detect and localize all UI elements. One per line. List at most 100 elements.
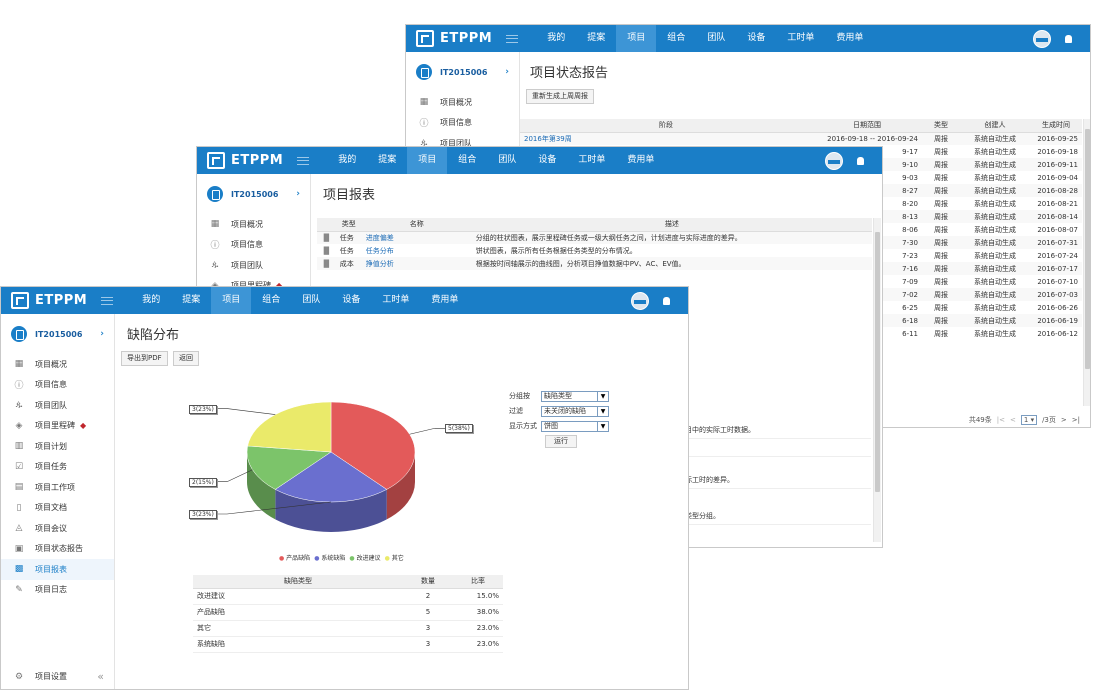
bell-icon[interactable] xyxy=(663,296,670,305)
export-pdf-button[interactable]: 导出到PDF xyxy=(121,351,168,366)
sidebar-item[interactable]: ◬ 项目会议 xyxy=(1,518,114,539)
nav-item[interactable]: 组合 xyxy=(458,155,477,165)
nav-item[interactable]: 工时单 xyxy=(382,295,410,305)
table-row[interactable]: 其它 3 23.0% xyxy=(193,620,503,636)
display-mode-select[interactable]: 饼图 xyxy=(541,421,609,432)
app-logo[interactable]: ETPPM xyxy=(197,147,283,174)
pie-slice-其它[interactable] xyxy=(247,401,332,453)
app-logo[interactable]: ETPPM xyxy=(406,25,492,52)
legend-item[interactable]: ● 系统缺陷 xyxy=(314,555,346,562)
nav-item[interactable]: 提案 xyxy=(587,33,606,43)
table-row[interactable]: 7-09 周报 系统自动生成 2016-07-10 xyxy=(520,275,1082,288)
column-header[interactable]: 缺陷类型 xyxy=(193,575,403,589)
nav-item[interactable]: 团队 xyxy=(707,33,726,43)
sidebar-item[interactable]: ▤ 项目工作项 xyxy=(14,482,75,493)
app-logo[interactable]: ETPPM xyxy=(1,287,87,314)
table-row[interactable]: 9-03 周报 系统自动生成 2016-09-04 xyxy=(520,171,1082,184)
nav-item[interactable]: 我的 xyxy=(142,295,161,305)
table-row[interactable]: 7-23 周报 系统自动生成 2016-07-24 xyxy=(520,249,1082,262)
menu-toggle-icon[interactable] xyxy=(101,296,114,305)
filter-select[interactable]: 未关闭的缺陷 xyxy=(541,406,609,417)
column-header[interactable]: 类型 xyxy=(922,119,960,133)
scroll-thumb[interactable] xyxy=(875,232,880,492)
sidebar-item[interactable]: ◈项目里程碑◆ xyxy=(1,416,114,437)
sidebar-item[interactable]: ▦ 项目概况 xyxy=(419,97,472,108)
nav-item[interactable]: 我的 xyxy=(547,33,566,43)
sidebar-item[interactable]: ▥ 项目计划 xyxy=(14,441,67,452)
nav-item[interactable]: 团队 xyxy=(302,295,321,305)
table-row[interactable]: 系统缺陷 3 23.0% xyxy=(193,636,503,652)
table-row[interactable]: ▐▌ 任务 进度偏差 分组的柱状图表，展示里程碑任务或一级大纲任务之间，计划进度与实际… xyxy=(317,231,872,244)
pie-slice-产品缺陷[interactable] xyxy=(330,401,416,490)
nav-item[interactable]: 费用单 xyxy=(627,155,655,165)
table-row[interactable]: 9-17 周报 系统自动生成 2016-09-18 xyxy=(520,145,1082,158)
sidebar-item[interactable]: ዹ 项目团队 xyxy=(197,255,310,276)
avatar[interactable] xyxy=(1033,29,1051,48)
table-row[interactable]: 6-25 周报 系统自动生成 2016-06-26 xyxy=(520,301,1082,314)
legend-item[interactable]: ● 改进建议 xyxy=(349,555,381,562)
sidebar-item[interactable]: ◈项目里程碑◆ xyxy=(197,276,310,297)
sidebar-item[interactable]: ✎ 项目日志 xyxy=(1,580,114,601)
nav-item[interactable]: 我的 xyxy=(338,155,357,165)
next-page-button[interactable]: > xyxy=(1060,416,1067,424)
nav-item-active[interactable]: 项目 xyxy=(616,25,657,52)
table-row[interactable]: 2016年第39周 2016-09-18 -- 2016-09-24 周报 系统自动生… xyxy=(520,132,1082,145)
sidebar-item[interactable]: ▣ 项目状态报告 xyxy=(14,543,83,554)
group-by-select[interactable]: 缺陷类型 xyxy=(541,391,609,402)
back-button[interactable]: 返回 xyxy=(173,351,199,366)
nav-item[interactable]: 设备 xyxy=(538,155,557,165)
column-header[interactable]: 生成时间 xyxy=(1030,119,1082,133)
nav-item[interactable]: 组合 xyxy=(667,33,686,43)
nav-item[interactable]: 组合 xyxy=(262,295,281,305)
column-header[interactable]: 类型 xyxy=(335,218,362,232)
bell-icon[interactable] xyxy=(857,156,864,165)
nav-item[interactable]: 团队 xyxy=(498,155,517,165)
menu-toggle-icon[interactable] xyxy=(506,34,519,43)
column-header[interactable]: 创建人 xyxy=(960,119,1030,133)
nav-item[interactable]: 工时单 xyxy=(578,155,606,165)
nav-item[interactable]: 提案 xyxy=(182,295,201,305)
nav-item[interactable]: 费用单 xyxy=(836,33,864,43)
project-selector[interactable]: IT2015006 › xyxy=(197,174,310,214)
sidebar-item[interactable]: ዹ 项目团队 xyxy=(1,395,114,416)
table-row[interactable]: 8-06 周报 系统自动生成 2016-08-07 xyxy=(520,223,1082,236)
report-link[interactable]: 任务分布 xyxy=(365,246,394,255)
column-header[interactable]: 比率 xyxy=(453,575,503,589)
run-button[interactable]: 运行 xyxy=(545,435,577,448)
column-header[interactable]: 数量 xyxy=(403,575,453,589)
table-row[interactable]: 产品缺陷 5 38.0% xyxy=(193,604,503,620)
sidebar-item[interactable]: ⓘ 项目信息 xyxy=(14,380,67,392)
table-row[interactable]: 改进建议 2 15.0% xyxy=(193,588,503,604)
report-link[interactable]: 挣值分析 xyxy=(361,257,472,270)
nav-item[interactable]: 提案 xyxy=(378,155,397,165)
column-header[interactable]: 阶段 xyxy=(520,119,812,133)
table-row[interactable]: 6-11 周报 系统自动生成 2016-06-12 xyxy=(520,327,1082,340)
avatar[interactable] xyxy=(631,291,649,310)
stage-cell[interactable]: 2016年第39周 xyxy=(520,132,812,145)
column-header[interactable]: 描述 xyxy=(471,218,872,232)
regenerate-report-button[interactable]: 重新生成上周周报 xyxy=(526,89,594,104)
table-row[interactable]: ▐▌ 任务 任务分布 饼状图表，展示所有任务根据任务类型的分布情况。 xyxy=(317,244,872,257)
column-header[interactable]: 名称 xyxy=(361,218,472,232)
sidebar-item[interactable]: ▦ 项目概况 xyxy=(14,359,67,370)
last-page-button[interactable]: >| xyxy=(1071,416,1080,424)
nav-item[interactable]: 设备 xyxy=(342,295,361,305)
nav-item[interactable]: 工时单 xyxy=(787,33,815,43)
sidebar-item[interactable]: ዹ 项目团队 xyxy=(406,133,519,154)
sidebar-item[interactable]: ▩ 项目报表 xyxy=(1,559,114,580)
page-select[interactable]: 1 ▾ xyxy=(1020,415,1038,425)
status-scrollbar[interactable] xyxy=(1083,119,1090,406)
sidebar-item[interactable]: ⓘ 项目信息 xyxy=(419,118,472,130)
sidebar-item[interactable]: ▯ 项目文档 xyxy=(1,498,114,519)
collapse-sidebar-button[interactable]: « xyxy=(97,670,104,684)
nav-item[interactable]: 设备 xyxy=(747,33,766,43)
report-scrollbar[interactable] xyxy=(873,218,881,542)
scroll-thumb[interactable] xyxy=(1085,129,1090,369)
project-selector[interactable]: IT2015006 › xyxy=(406,52,519,92)
avatar[interactable] xyxy=(825,151,843,170)
report-link[interactable]: 进度偏差 xyxy=(361,231,472,244)
sidebar-item[interactable]: ⓘ 项目信息 xyxy=(210,240,263,252)
menu-toggle-icon[interactable] xyxy=(297,156,310,165)
legend-item[interactable]: ● 产品缺陷 xyxy=(279,555,311,562)
sidebar-item-settings[interactable]: ⚙ 项目设置 « xyxy=(14,670,104,684)
